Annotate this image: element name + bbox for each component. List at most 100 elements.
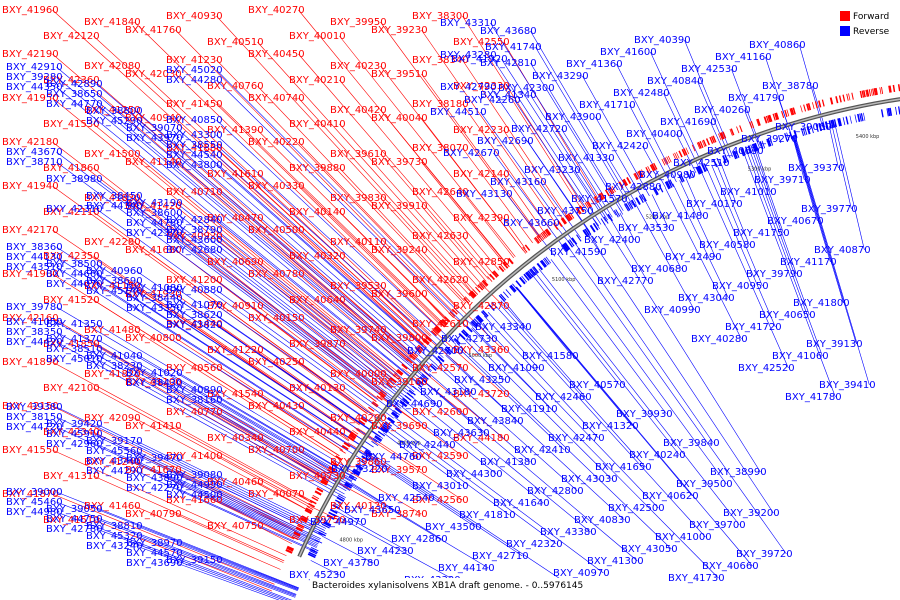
leader-line	[629, 104, 672, 185]
gene-label-reverse: BXY_40960	[86, 266, 143, 277]
gene-label-reverse: BXY_41780	[785, 392, 842, 403]
gene-label-forward: BXY_41400	[166, 451, 223, 462]
gene-reverse	[318, 531, 326, 537]
gene-reverse	[530, 268, 537, 276]
leader-line	[136, 365, 349, 488]
leader-line	[380, 197, 471, 297]
leader-line	[257, 393, 343, 451]
leader-line	[616, 63, 677, 183]
gene-label-reverse: BXY_44230	[357, 546, 414, 557]
leader-line	[456, 342, 672, 550]
gene-reverse	[667, 180, 673, 188]
gene-forward	[705, 138, 710, 146]
leader-line	[298, 53, 492, 278]
gene-reverse	[695, 166, 701, 175]
gene-label-reverse: BXY_42810	[480, 58, 537, 69]
gene-forward	[775, 112, 780, 120]
gene-label-forward: BXY_38740	[371, 509, 428, 520]
leader-line	[96, 103, 426, 379]
gene-label-reverse: BXY_41740	[485, 42, 542, 53]
gene-forward	[569, 212, 575, 219]
gene-forward	[477, 284, 484, 291]
gene-forward	[641, 169, 646, 176]
gene-reverse	[390, 412, 399, 419]
gene-label-reverse: BXY_43310	[440, 18, 497, 29]
gene-forward	[300, 518, 307, 523]
gene-reverse	[525, 271, 533, 279]
leader-line	[349, 484, 489, 569]
gene-label-forward: BXY_42120	[43, 31, 100, 42]
gene-forward	[806, 103, 810, 111]
leader-line	[655, 186, 660, 191]
gene-forward	[524, 244, 531, 251]
gene-label-forward: BXY_41250	[84, 105, 141, 116]
gene-reverse	[424, 371, 432, 378]
gene-label-reverse: BXY_42710	[472, 551, 529, 562]
gene-reverse	[421, 373, 429, 380]
gene-reverse	[859, 113, 862, 122]
gene-forward	[750, 120, 755, 128]
leader-line	[56, 86, 421, 385]
kbp-tick-label: 5200 kbp	[646, 215, 670, 221]
gene-label-reverse: BXY_43190	[126, 198, 183, 209]
map-caption: Bacteroides xylanisolvens XB1A draft gen…	[310, 578, 590, 591]
gene-forward	[861, 90, 865, 98]
gene-label-reverse: BXY_40660	[702, 561, 759, 572]
leader-line	[216, 249, 409, 400]
gene-forward	[545, 228, 552, 236]
gene-label-reverse: BXY_40570	[569, 380, 626, 391]
gene-label-reverse: BXY_38620	[166, 310, 223, 321]
leader-line	[753, 148, 784, 234]
gene-reverse	[542, 258, 549, 266]
gene-label-reverse: BXY_42300	[498, 83, 555, 94]
gene-label-reverse: BXY_44970	[310, 517, 367, 528]
gene-forward	[348, 434, 356, 440]
leader-line	[471, 328, 719, 579]
gene-label-forward: BXY_43720	[453, 389, 510, 400]
gene-reverse	[854, 114, 857, 123]
gene-label-reverse: BXY_42490	[665, 252, 722, 263]
gene-label-reverse: BXY_40630	[707, 146, 764, 157]
leader-line	[792, 135, 818, 222]
leader-line	[527, 140, 591, 232]
gene-label-reverse: BXY_39720	[736, 549, 793, 560]
leader-line	[610, 218, 648, 282]
gene-label-forward: BXY_38340	[412, 55, 469, 66]
gene-forward	[763, 116, 768, 124]
gene-reverse	[837, 118, 841, 127]
gene-reverse	[860, 113, 864, 122]
gene-reverse	[595, 221, 600, 230]
gene-forward	[661, 158, 666, 166]
gene-label-reverse: BXY_38980	[46, 174, 103, 185]
gene-label-forward: BXY_41220	[207, 345, 264, 356]
leader-line	[595, 116, 644, 200]
gene-reverse	[562, 243, 569, 251]
leader-line	[749, 150, 810, 316]
gene-forward	[636, 171, 641, 179]
leader-line	[257, 173, 431, 337]
gene-forward	[339, 449, 346, 454]
leader-line	[812, 85, 825, 127]
gene-reverse	[576, 234, 582, 242]
gene-label-forward: BXY_42350	[43, 251, 100, 262]
gene-label-forward: BXY_40690	[207, 257, 264, 268]
leader-line	[96, 433, 321, 541]
gene-label-reverse: BXY_43670	[6, 147, 63, 158]
gene-forward	[729, 128, 733, 136]
gene-reverse	[845, 116, 849, 125]
gene-forward	[897, 84, 900, 92]
gene-reverse	[747, 145, 753, 154]
leader-line	[216, 15, 473, 295]
gene-reverse	[712, 159, 718, 168]
gene-forward	[468, 292, 475, 299]
gene-forward	[502, 262, 509, 269]
gene-reverse	[314, 539, 323, 544]
leader-line	[93, 123, 398, 375]
gene-label-forward: BXY_41850	[43, 339, 100, 350]
leader-line	[350, 483, 442, 540]
gene-forward	[594, 195, 600, 203]
leader-line	[700, 170, 789, 369]
gene-forward	[521, 247, 527, 254]
gene-label-forward: BXY_40740	[248, 93, 305, 104]
leader-line	[56, 416, 320, 542]
